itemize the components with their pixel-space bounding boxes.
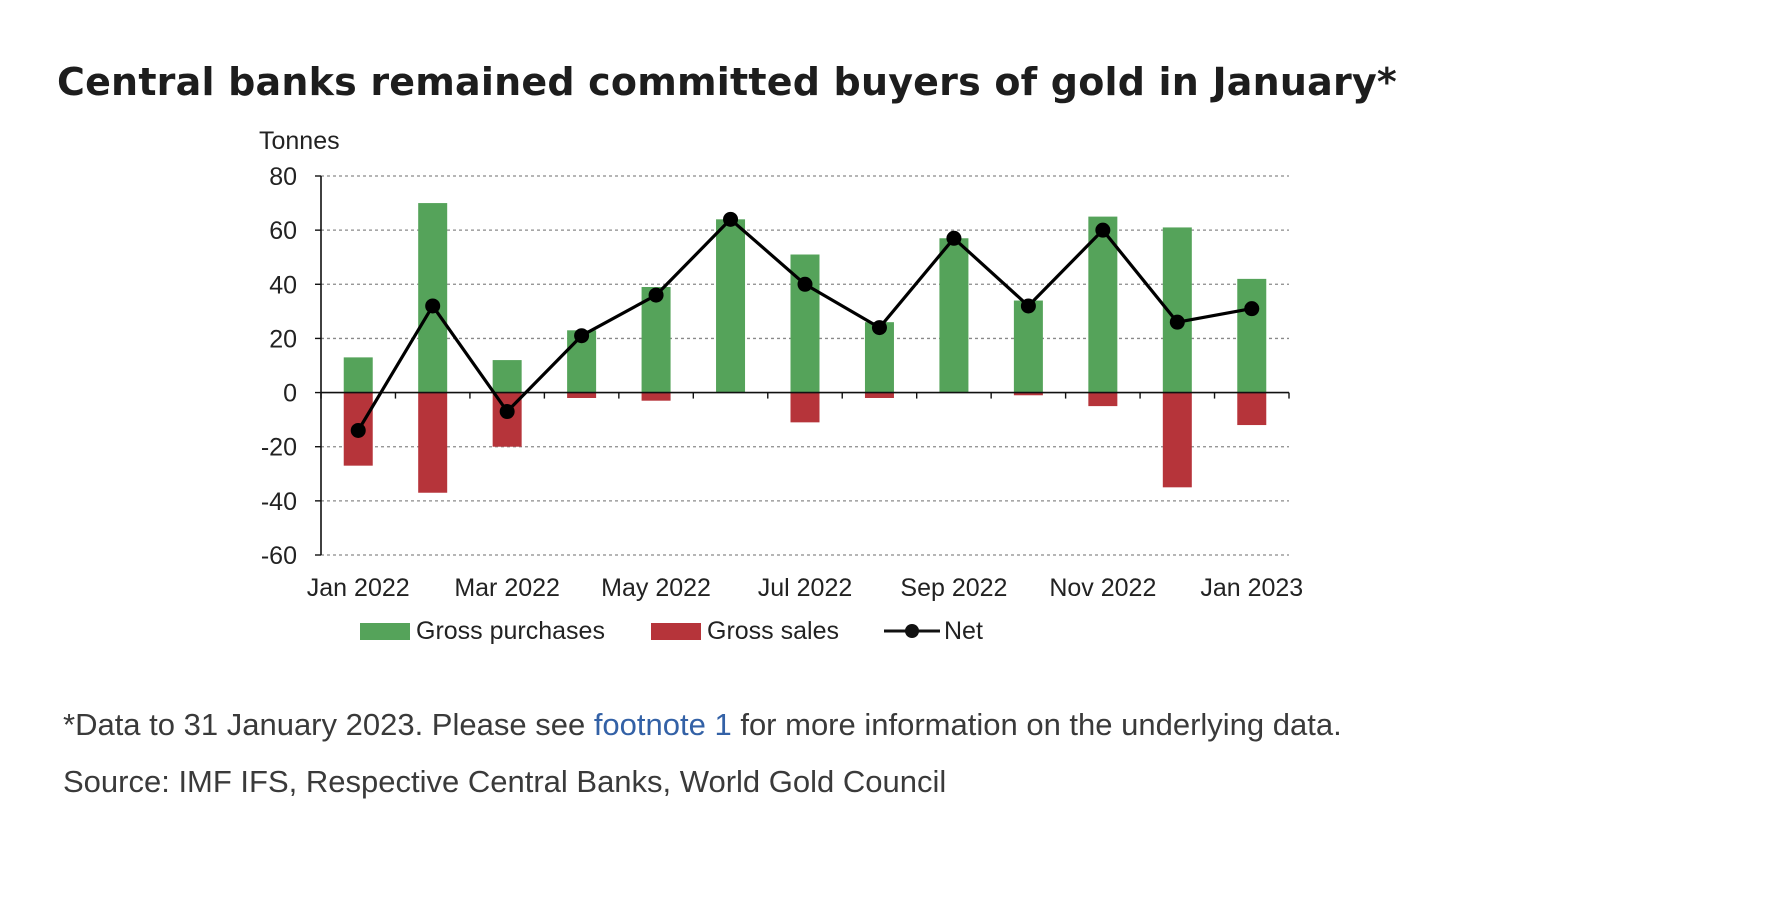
footnote-prefix: *Data to 31 January 2023. Please see — [63, 707, 594, 742]
net-point — [1095, 222, 1111, 238]
footnote-link[interactable]: footnote 1 — [593, 707, 732, 742]
footnote-text: *Data to 31 January 2023. Please see foo… — [63, 696, 1623, 753]
footnote-suffix: for more information on the underlying d… — [731, 707, 1342, 742]
y-tick-label: 20 — [269, 325, 297, 353]
x-tick-label: Nov 2022 — [1049, 574, 1156, 602]
bar-gross-sales — [790, 392, 820, 423]
bar-gross-purchases — [1237, 278, 1267, 393]
bar-gross-sales — [641, 392, 671, 401]
y-tick-label: -60 — [261, 542, 297, 570]
y-tick-label: 0 — [283, 380, 297, 408]
y-tick-label: 60 — [269, 217, 297, 245]
bar-gross-purchases — [343, 357, 373, 393]
x-tick-label: May 2022 — [601, 574, 711, 602]
x-tick-label: Sep 2022 — [900, 574, 1007, 602]
bar-gross-purchases — [418, 203, 448, 393]
y-tick-label: -40 — [261, 488, 297, 516]
legend-swatch-sales — [651, 623, 701, 640]
bar-gross-sales — [1237, 392, 1267, 426]
x-tick-label: Jan 2023 — [1200, 574, 1303, 602]
x-tick-label: Mar 2022 — [454, 574, 560, 602]
bar-gross-purchases — [1013, 300, 1043, 393]
legend-label-net: Net — [944, 617, 983, 645]
legend-label-sales: Gross sales — [707, 617, 839, 645]
bar-gross-purchases — [716, 219, 746, 393]
y-tick-label: 40 — [269, 271, 297, 299]
chart-notes: *Data to 31 January 2023. Please see foo… — [63, 696, 1623, 810]
net-point — [871, 320, 887, 336]
bar-gross-sales — [1013, 392, 1043, 396]
legend: Gross purchases Gross sales Net — [360, 617, 983, 645]
net-point — [350, 422, 366, 438]
bar-gross-sales — [418, 392, 448, 493]
legend-swatch-net-marker — [905, 624, 919, 638]
y-tick-label: -20 — [261, 434, 297, 462]
source-text: Source: IMF IFS, Respective Central Bank… — [63, 764, 947, 799]
net-point — [946, 230, 962, 246]
bar-gross-purchases — [492, 360, 522, 393]
chart-title: Central banks remained committed buyers … — [57, 60, 1397, 104]
bar-gross-purchases — [641, 286, 671, 393]
bar-gross-sales — [567, 392, 597, 398]
x-tick-label: Jul 2022 — [758, 574, 853, 602]
net-point — [797, 276, 813, 292]
net-point — [723, 211, 739, 227]
bar-gross-purchases — [1088, 216, 1118, 393]
net-point — [574, 328, 590, 344]
x-tick-label: Jan 2022 — [307, 574, 410, 602]
net-point — [499, 404, 515, 420]
net-point — [1020, 298, 1036, 314]
bar-gross-sales — [864, 392, 894, 398]
bar-gross-sales — [1088, 392, 1118, 407]
bar-gross-purchases — [939, 238, 969, 393]
net-point — [648, 287, 664, 303]
net-point — [1244, 301, 1260, 317]
legend-label-purchases: Gross purchases — [416, 617, 605, 645]
legend-swatch-purchases — [360, 623, 410, 640]
y-tick-label: 80 — [269, 163, 297, 191]
net-point — [1169, 314, 1185, 330]
bar-gross-sales — [1162, 392, 1192, 488]
net-point — [425, 298, 441, 314]
y-axis-label: Tonnes — [259, 127, 340, 155]
